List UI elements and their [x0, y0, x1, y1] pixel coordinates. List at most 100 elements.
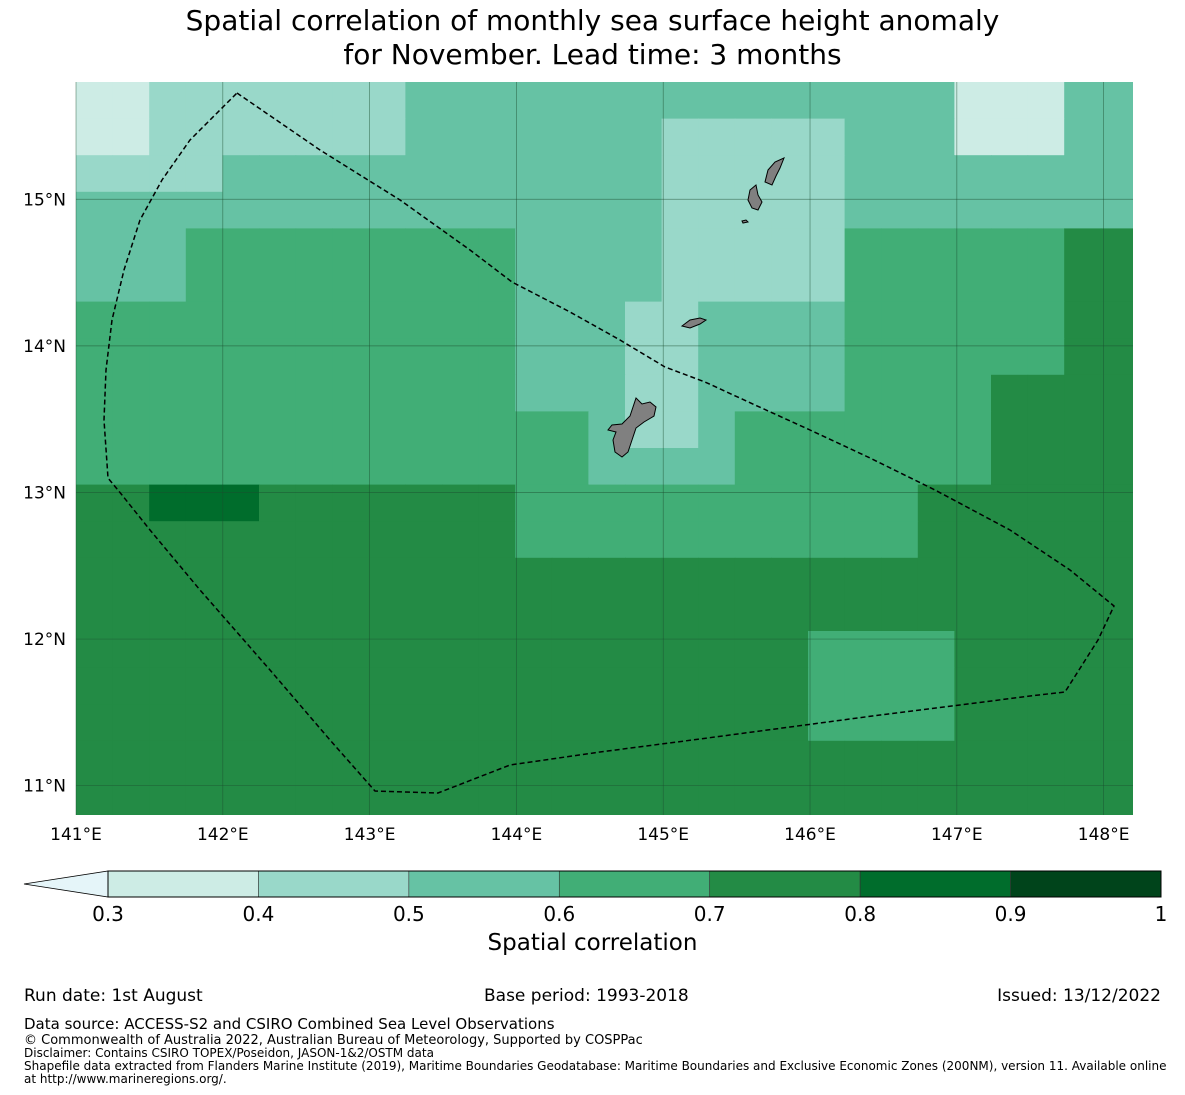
grid-cell — [112, 704, 150, 742]
grid-cell — [1027, 704, 1065, 742]
grid-cell — [185, 740, 223, 778]
grid-cell — [551, 82, 589, 120]
grid-cell — [881, 155, 919, 193]
grid-cell — [222, 777, 260, 815]
grid-cell — [734, 301, 772, 339]
grid-cell — [112, 631, 150, 669]
grid-cell — [76, 557, 114, 595]
grid-cell — [478, 118, 516, 156]
grid-cell — [515, 265, 553, 303]
grid-cell — [478, 631, 516, 669]
data-source: Data source: ACCESS-S2 and CSIRO Combine… — [24, 1015, 555, 1033]
grid-cell — [625, 557, 663, 595]
grid-cell — [661, 740, 699, 778]
grid-cell — [588, 631, 626, 669]
colorbar-tick-label: 0.8 — [844, 902, 876, 926]
longitude-tick-label: 145°E — [637, 825, 689, 845]
grid-cell — [954, 704, 992, 742]
grid-cell — [551, 594, 589, 632]
grid-cell — [551, 557, 589, 595]
longitude-tick-label: 147°E — [931, 825, 983, 845]
grid-cell — [442, 594, 480, 632]
grid-cell — [295, 191, 333, 229]
grid-cell — [661, 155, 699, 193]
grid-cell — [222, 82, 260, 120]
grid-cell — [332, 484, 370, 522]
grid-cell — [991, 155, 1029, 193]
grid-cell — [1027, 411, 1065, 449]
grid-cell — [991, 631, 1029, 669]
grid-cell — [1064, 557, 1102, 595]
grid-cell — [76, 228, 114, 266]
grid-cell — [917, 594, 955, 632]
grid-cell — [332, 777, 370, 815]
shapefile-credit: Shapefile data extracted from Flanders M… — [24, 1059, 1167, 1086]
grid-cell — [442, 118, 480, 156]
colorbar-segment — [258, 870, 410, 898]
grid-cell — [917, 631, 955, 669]
grid-cell — [991, 740, 1029, 778]
grid-cell — [661, 631, 699, 669]
grid-cell — [734, 82, 772, 120]
grid-cell — [1027, 374, 1065, 412]
grid-cell — [661, 667, 699, 705]
grid-cell — [734, 594, 772, 632]
grid-cell — [259, 777, 297, 815]
grid-cell — [1027, 484, 1065, 522]
grid-cell — [698, 740, 736, 778]
grid-cell — [478, 155, 516, 193]
grid-cell — [442, 521, 480, 559]
grid-cell — [844, 521, 882, 559]
grid-cell — [185, 594, 223, 632]
grid-cell — [625, 155, 663, 193]
grid-cell — [771, 228, 809, 266]
grid-cell — [295, 777, 333, 815]
grid-cell — [1064, 777, 1102, 815]
grid-cell — [515, 814, 553, 815]
grid-cell — [295, 484, 333, 522]
grid-cell — [478, 814, 516, 815]
grid-cell — [259, 265, 297, 303]
colorbar-outline — [107, 870, 1162, 898]
grid-cell — [588, 484, 626, 522]
grid-cell — [917, 338, 955, 376]
grid-cell — [1064, 631, 1102, 669]
grid-cell — [625, 594, 663, 632]
grid-cell — [295, 338, 333, 376]
grid-cell — [808, 484, 846, 522]
grid-cell — [442, 374, 480, 412]
latitude-tick-label: 11°N — [23, 777, 66, 797]
grid-cell — [185, 704, 223, 742]
grid-cell — [112, 301, 150, 339]
grid-cell — [368, 265, 406, 303]
grid-cell — [734, 740, 772, 778]
grid-cell — [1064, 155, 1102, 193]
grid-cell — [1100, 155, 1133, 193]
grid-cell — [698, 228, 736, 266]
grid-cell — [991, 265, 1029, 303]
grid-cell — [442, 155, 480, 193]
grid-cell — [551, 740, 589, 778]
latitude-tick-label: 14°N — [23, 337, 66, 357]
grid-cell — [991, 301, 1029, 339]
grid-cell — [844, 228, 882, 266]
grid-cell — [551, 484, 589, 522]
grid-cell — [1027, 118, 1065, 156]
grid-cell — [954, 814, 992, 815]
grid-cell — [442, 484, 480, 522]
grid-cell — [76, 631, 114, 669]
grid-cell — [259, 301, 297, 339]
grid-cell — [991, 521, 1029, 559]
grid-cell — [1027, 521, 1065, 559]
grid-cell — [368, 631, 406, 669]
grid-cell — [259, 521, 297, 559]
grid-cell — [808, 374, 846, 412]
grid-cell — [185, 557, 223, 595]
grid-cell — [698, 667, 736, 705]
grid-cell — [368, 448, 406, 486]
grid-cell — [881, 265, 919, 303]
longitude-tick-label: 146°E — [784, 825, 836, 845]
chart-title: Spatial correlation of monthly sea surfa… — [0, 4, 1185, 72]
grid-cell — [442, 557, 480, 595]
grid-cell — [881, 118, 919, 156]
